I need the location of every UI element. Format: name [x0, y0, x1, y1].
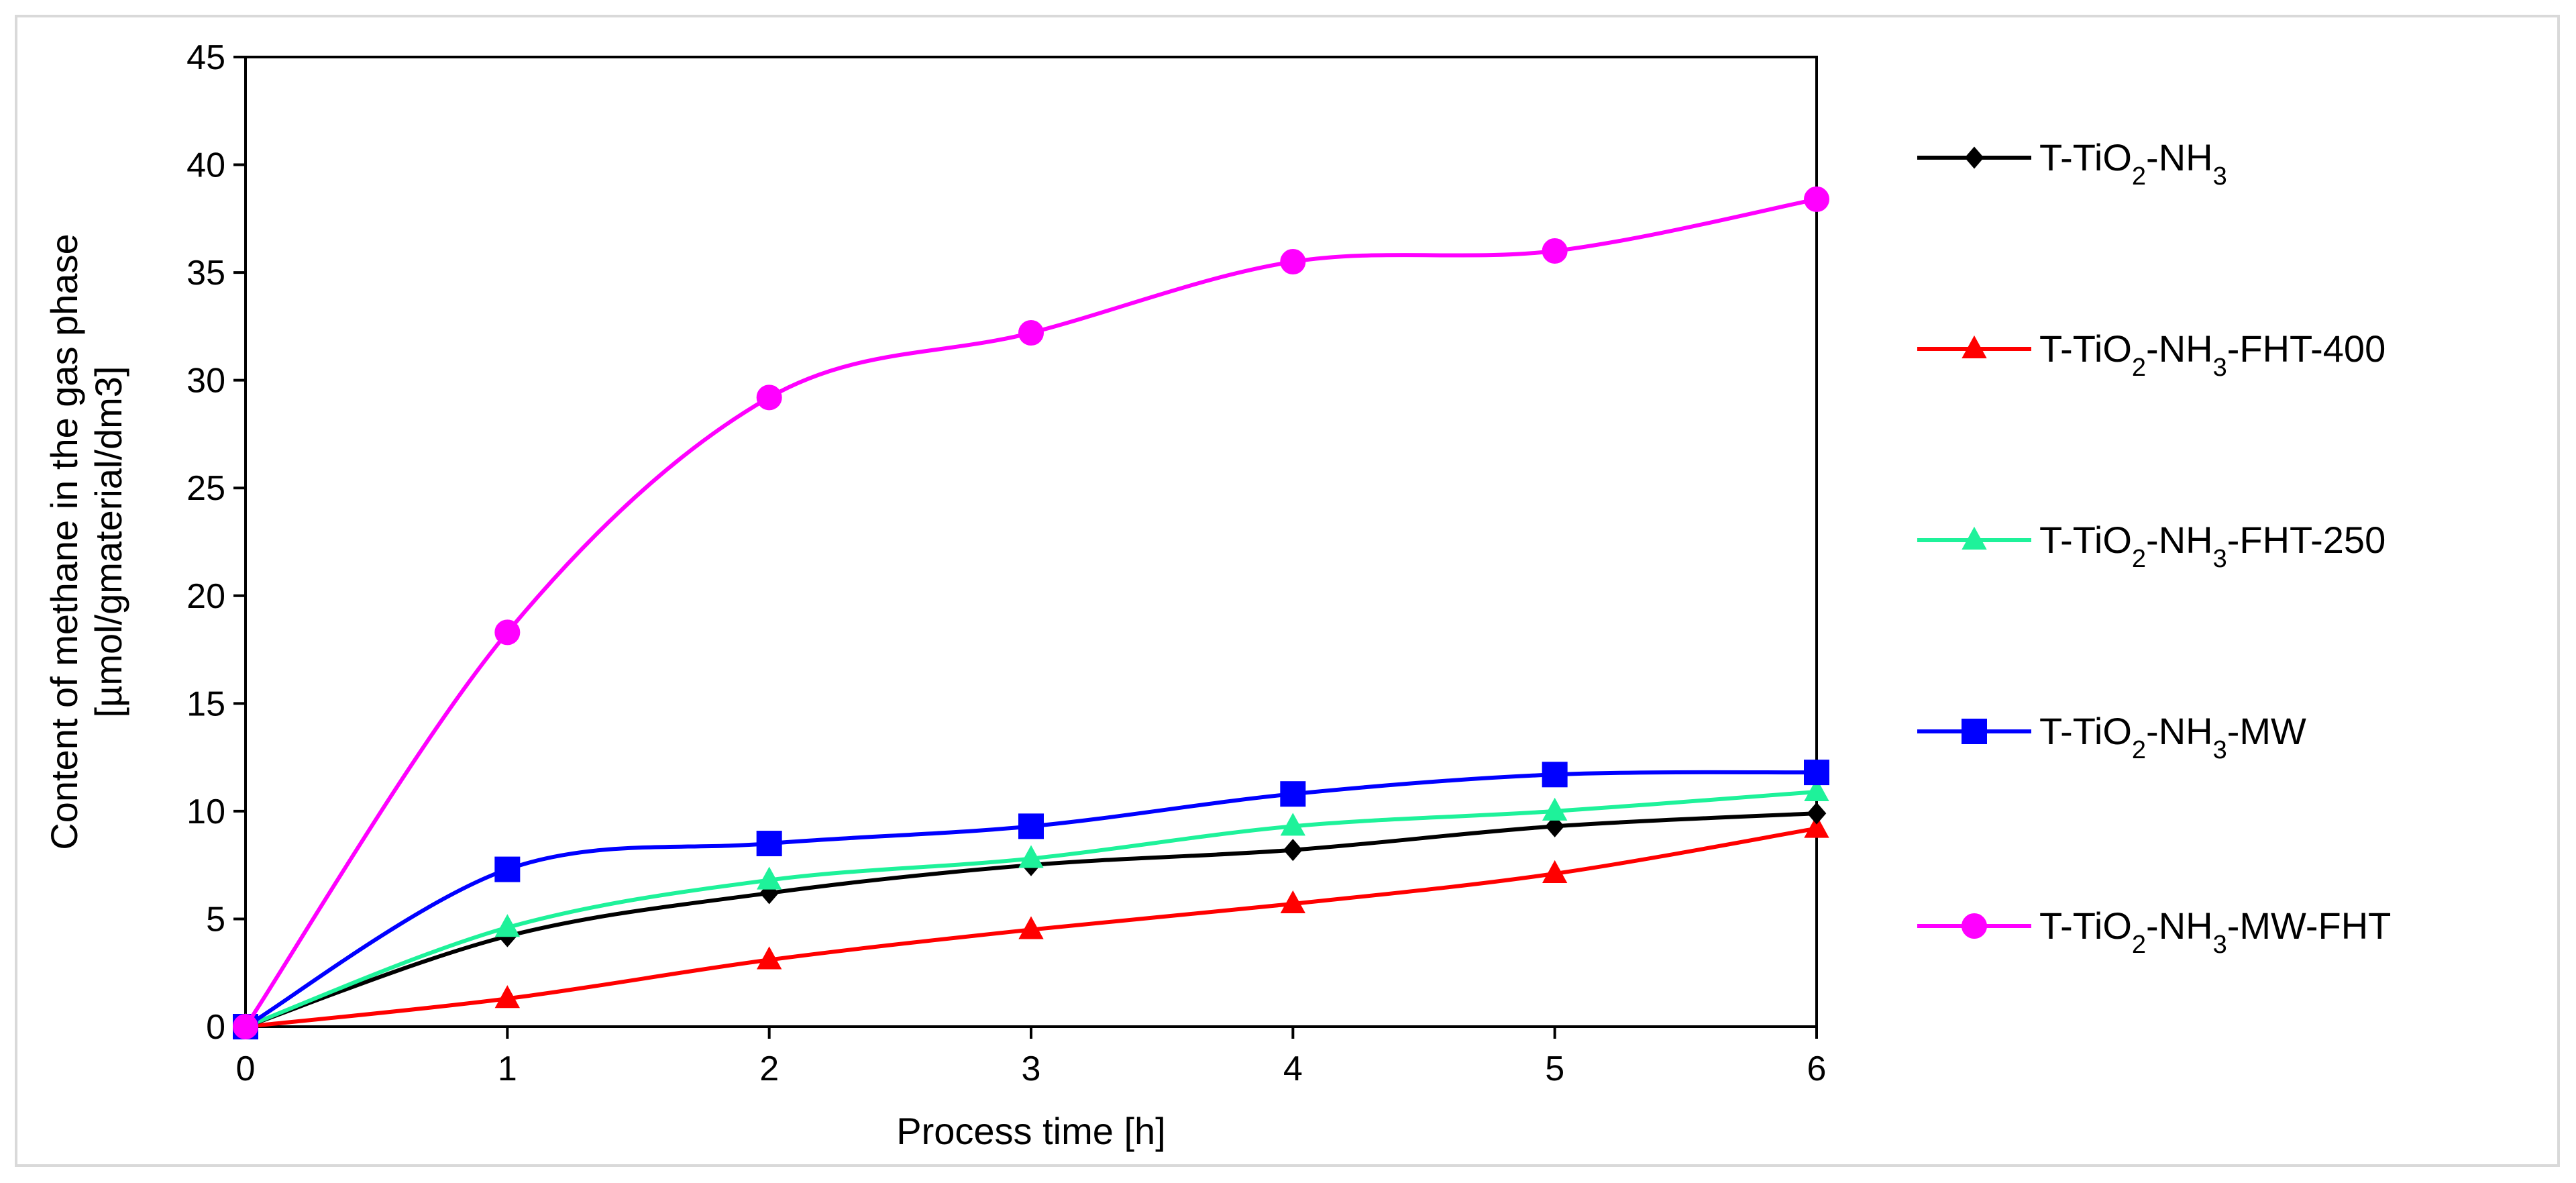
data-point	[1018, 813, 1044, 839]
legend-label-part: -FHT-400	[2227, 327, 2386, 370]
data-point	[756, 831, 782, 857]
legend-label-part: 3	[2213, 545, 2227, 573]
legend-marker	[1964, 146, 1984, 169]
legend-label-part: 3	[2213, 736, 2227, 764]
legend-label-part: 3	[2213, 931, 2227, 959]
y-tick-label: 15	[186, 684, 225, 723]
legend-item: T-TiO2-NH3	[1917, 136, 2227, 191]
x-tick-label: 2	[759, 1049, 779, 1088]
data-point	[1280, 813, 1306, 836]
legend-label-part: -MW-FHT	[2227, 905, 2392, 947]
legend-label-part: 2	[2132, 354, 2146, 382]
data-point	[233, 1014, 258, 1039]
data-point	[494, 914, 521, 937]
data-point	[756, 384, 782, 411]
data-point	[1542, 797, 1568, 821]
data-point	[756, 866, 782, 890]
data-point	[1804, 186, 1829, 212]
legend-label-part: T-TiO	[2039, 136, 2132, 178]
chart-frame	[15, 15, 2560, 1167]
y-tick-label: 35	[186, 254, 225, 293]
legend-label-part: T-TiO	[2039, 905, 2132, 947]
data-point	[1280, 781, 1306, 807]
data-point	[1018, 916, 1044, 939]
y-tick-label: 40	[186, 146, 225, 185]
y-tick-label: 5	[206, 900, 225, 939]
x-tick-label: 6	[1807, 1049, 1827, 1088]
legend-label-part: 2	[2132, 545, 2146, 573]
legend-item: T-TiO2-NH3-FHT-400	[1917, 327, 2385, 382]
legend-label: T-TiO2-NH3	[2039, 136, 2227, 191]
legend-label-part: T-TiO	[2039, 710, 2132, 752]
data-point	[1545, 815, 1564, 837]
legend-label-part: 3	[2213, 354, 2227, 382]
data-point	[494, 985, 521, 1009]
data-point	[1804, 815, 1829, 838]
legend-label-part: -NH	[2146, 136, 2213, 178]
legend-label-part: T-TiO	[2039, 519, 2132, 561]
series-line	[244, 197, 1817, 1028]
legend-label: T-TiO2-NH3-MW-FHT	[2039, 905, 2391, 959]
series-T-TiO2-NH3-MW	[233, 760, 1829, 1039]
legend-label-part: 3	[2213, 162, 2227, 191]
legend-item: T-TiO2-NH3-MW	[1917, 710, 2306, 764]
y-tick-label: 45	[186, 38, 225, 77]
legend-label-part: 2	[2132, 736, 2146, 764]
data-point	[1542, 762, 1568, 788]
data-point	[494, 856, 521, 882]
series-layer	[233, 186, 1829, 1039]
y-tick-label: 0	[206, 1008, 225, 1047]
data-point	[1804, 778, 1829, 801]
legend-label: T-TiO2-NH3-MW	[2039, 710, 2306, 764]
data-point	[1280, 890, 1306, 913]
legend-item: T-TiO2-NH3-MW-FHT	[1917, 905, 2391, 959]
legend-label-part: -MW	[2227, 710, 2306, 752]
y-tick-label: 25	[186, 469, 225, 508]
legend-label-part: -FHT-250	[2227, 519, 2386, 561]
x-axis-title: Process time [h]	[896, 1110, 1165, 1152]
legend-marker	[1962, 526, 1987, 550]
legend-label-part: -NH	[2146, 710, 2213, 752]
y-axis-title: Content of methane in the gas phase[µmol…	[43, 234, 129, 850]
legend-label-part: 2	[2132, 162, 2146, 191]
data-point	[1018, 320, 1044, 346]
data-point	[1807, 802, 1827, 825]
x-tick-label: 4	[1283, 1049, 1303, 1088]
legend-label-part: 2	[2132, 931, 2146, 959]
data-point	[494, 619, 521, 646]
data-point	[1542, 238, 1568, 264]
data-point	[1280, 249, 1306, 275]
y-axis-title-line: Content of methane in the gas phase	[43, 234, 85, 850]
series-T-TiO2-NH3-FHT-400	[233, 815, 1829, 1036]
legend-item: T-TiO2-NH3-FHT-250	[1917, 519, 2385, 573]
legend-label: T-TiO2-NH3-FHT-250	[2039, 519, 2385, 573]
data-point	[1283, 839, 1303, 862]
legend-marker	[1962, 913, 1987, 939]
data-point	[1542, 860, 1568, 884]
series-T-TiO2-NH3-MW-FHT	[233, 186, 1829, 1039]
data-point	[1804, 760, 1829, 786]
legend-label-part: -NH	[2146, 519, 2213, 561]
x-tick-label: 1	[498, 1049, 517, 1088]
x-tick-label: 5	[1545, 1049, 1564, 1088]
y-tick-label: 10	[186, 792, 225, 831]
legend-marker	[1962, 719, 1987, 744]
legend: T-TiO2-NH3T-TiO2-NH3-FHT-400T-TiO2-NH3-F…	[1917, 136, 2391, 959]
legend-label-part: -NH	[2146, 905, 2213, 947]
legend-label: T-TiO2-NH3-FHT-400	[2039, 327, 2385, 382]
data-point	[756, 946, 782, 970]
x-tick-label: 0	[236, 1049, 256, 1088]
x-tick-label: 3	[1022, 1049, 1041, 1088]
legend-label-part: T-TiO	[2039, 327, 2132, 370]
y-tick-label: 20	[186, 577, 225, 616]
legend-label-part: -NH	[2146, 327, 2213, 370]
legend-marker	[1962, 335, 1987, 358]
data-point	[1018, 845, 1044, 868]
y-tick-label: 30	[186, 362, 225, 401]
y-axis-title-line: [µmol/gmaterial/dm3]	[87, 366, 129, 718]
